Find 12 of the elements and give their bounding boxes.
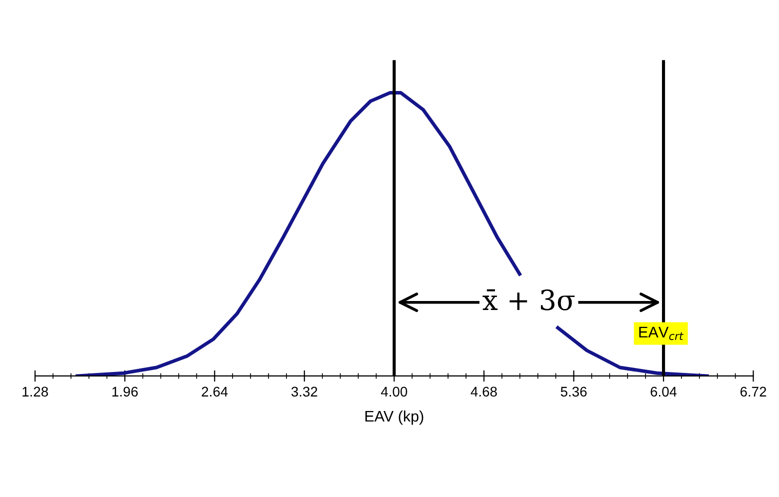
x-tick-label: 2.64	[202, 386, 228, 397]
x-tick-label: 4.68	[470, 386, 497, 397]
x-tick-label: 6.72	[740, 386, 766, 397]
annotation: x̄ + 3σ	[482, 289, 575, 310]
annotation: EAV$_{crt}$	[639, 326, 684, 340]
x-axis-title: EAV (kp)	[365, 410, 424, 425]
x-tick-label: 1.28	[22, 386, 48, 397]
x-tick-label: 1.96	[112, 386, 138, 397]
x-tick-label: 6.04	[650, 386, 677, 397]
x-tick-label: 3.32	[291, 386, 318, 397]
x-tick-label: 4.00	[380, 386, 408, 397]
x-tick-label: 5.36	[560, 386, 587, 397]
